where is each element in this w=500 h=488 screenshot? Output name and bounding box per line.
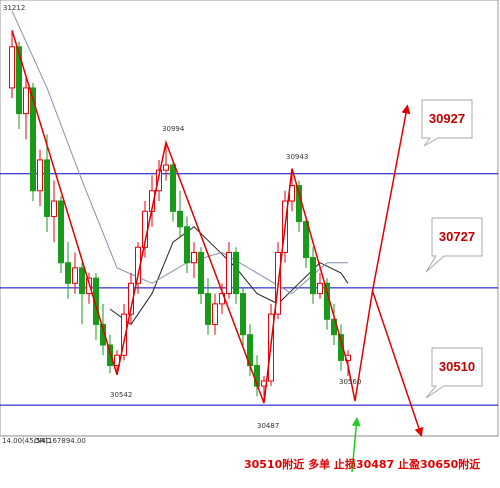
- candle-body: [107, 344, 113, 367]
- candle-body: [303, 221, 309, 259]
- candle-body: [121, 313, 127, 356]
- candle-body: [16, 46, 22, 115]
- point-label: 31212: [3, 4, 25, 12]
- candle-body: [51, 200, 57, 217]
- candle-body: [30, 87, 36, 192]
- target-label: 30927: [429, 111, 465, 126]
- candle-body: [44, 159, 50, 217]
- candle-body: [163, 164, 169, 171]
- candle-body: [72, 267, 78, 284]
- candle-body: [240, 293, 246, 336]
- candle-body: [93, 277, 99, 325]
- candle-body: [226, 251, 232, 295]
- candle-body: [65, 262, 71, 284]
- candle-body: [86, 277, 92, 295]
- candle-body: [205, 293, 211, 325]
- target-label: 30727: [439, 229, 475, 244]
- target-label: 30510: [439, 359, 475, 374]
- status-text: 14.00(45/54): [2, 437, 48, 445]
- candle-body: [310, 257, 316, 295]
- candle-body: [156, 169, 162, 192]
- point-label: 30487: [257, 422, 279, 430]
- candle-body: [58, 200, 64, 264]
- projection-path: [11, 30, 411, 404]
- candle-body: [198, 251, 204, 295]
- status-text: 167894.00: [48, 437, 86, 445]
- candle-body: [170, 164, 176, 212]
- candle-body: [184, 226, 190, 264]
- callout: [425, 217, 483, 273]
- point-label: 30542: [110, 391, 132, 399]
- point-label: 30994: [162, 125, 185, 133]
- candle-body: [79, 267, 85, 295]
- candle-body: [317, 282, 323, 295]
- candle-body: [212, 303, 218, 325]
- candle-body: [23, 87, 29, 115]
- candle-body: [233, 251, 239, 295]
- point-label: 30560: [339, 378, 361, 386]
- trade-note: 30510附近 多单 止损30487 止盈30650附近: [244, 457, 480, 471]
- callout: [425, 347, 483, 399]
- candle-body: [37, 159, 43, 192]
- projection-branch: [371, 290, 424, 437]
- candle-body: [191, 251, 197, 264]
- point-label: 30943: [286, 153, 308, 161]
- plot-frame: [0, 0, 499, 437]
- candle-body: [177, 210, 183, 228]
- callout: [421, 99, 473, 147]
- status-text: OPID: [34, 437, 51, 445]
- entry-arrow: [351, 417, 361, 473]
- candle-body: [324, 282, 330, 320]
- candle-body: [9, 46, 15, 89]
